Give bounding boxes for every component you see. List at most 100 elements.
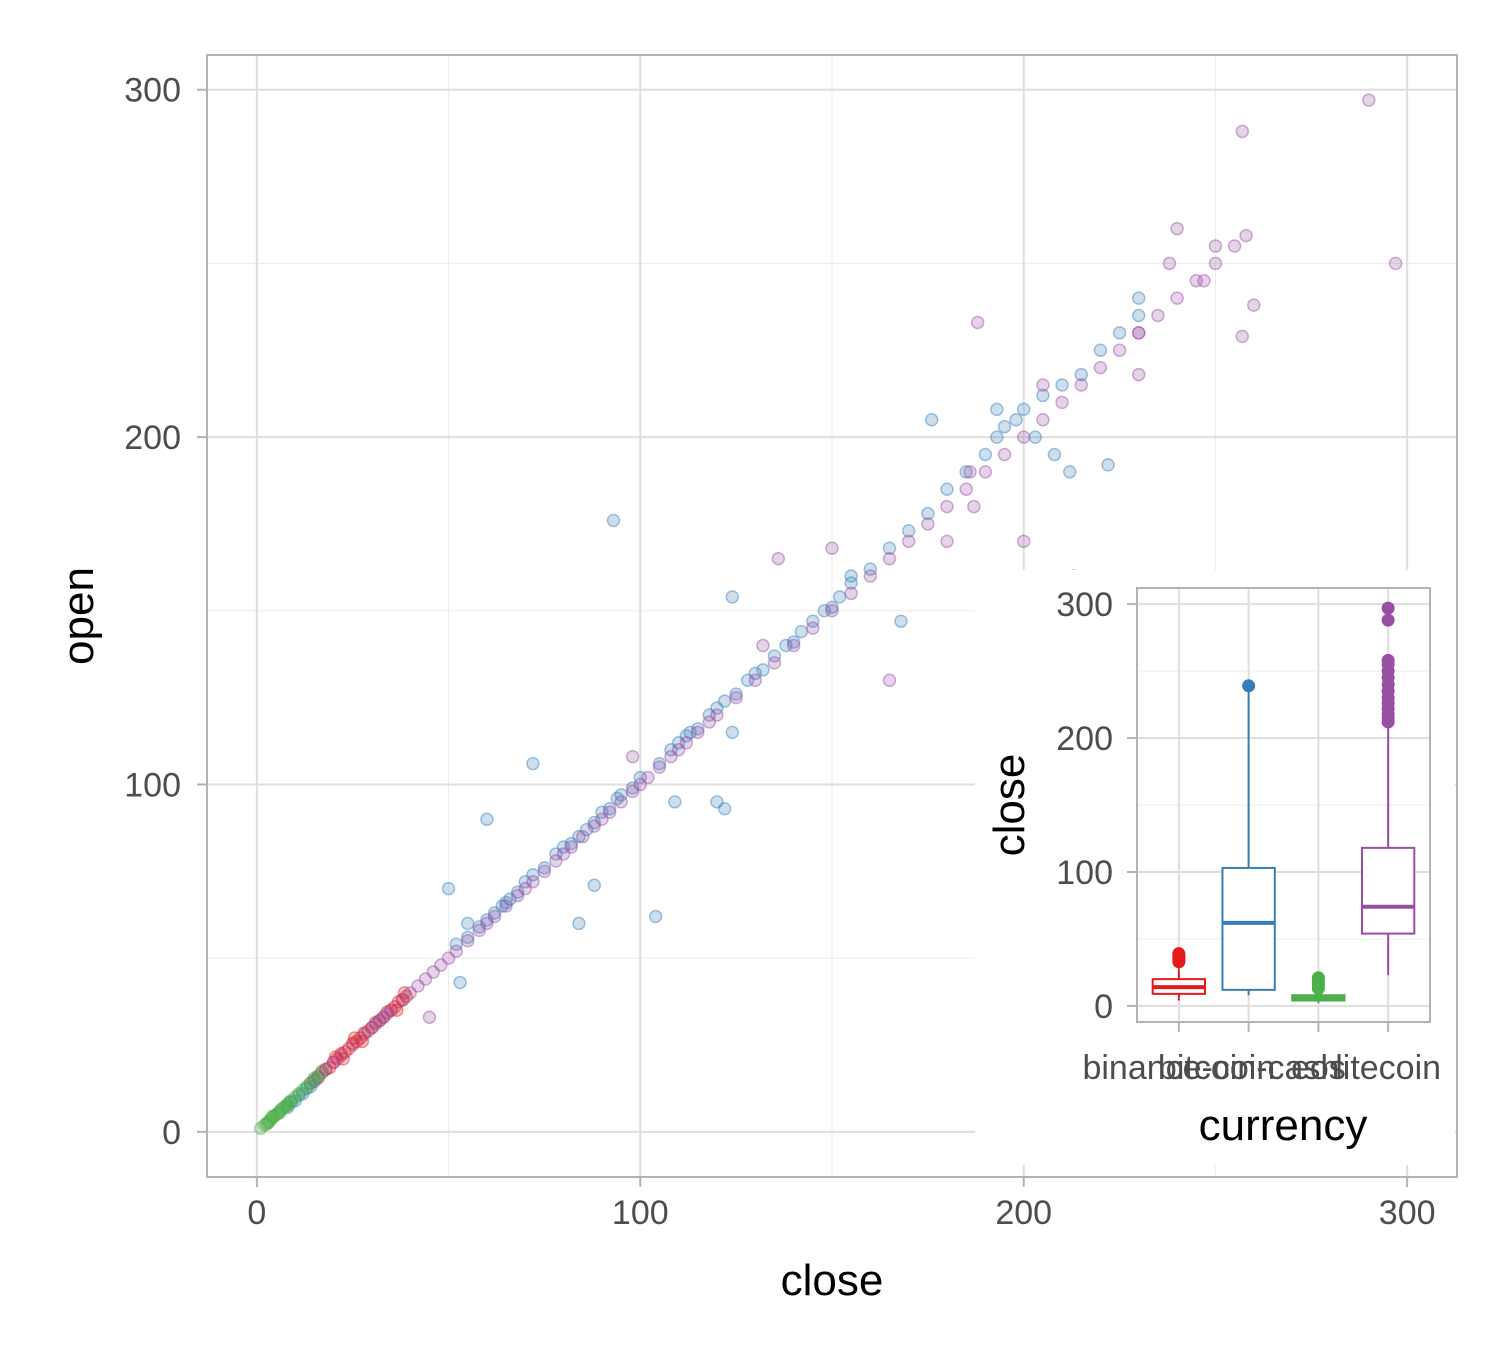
scatter-point	[1239, 228, 1253, 243]
scatter-point	[664, 742, 678, 757]
scatter-point	[288, 1093, 302, 1108]
main-points	[253, 93, 1403, 1136]
scatter-point	[480, 812, 494, 826]
scatter-point	[259, 1117, 274, 1131]
scatter-point	[1189, 274, 1204, 288]
scatter-point	[311, 1069, 325, 1084]
scatter-point	[1016, 430, 1031, 444]
scatter-point	[756, 663, 770, 677]
scatter-point	[572, 916, 586, 931]
scatter-point	[978, 447, 993, 462]
scatter-point	[487, 909, 502, 924]
scatter-point	[997, 419, 1012, 434]
scatter-point	[441, 881, 456, 896]
scatter-point	[652, 756, 667, 771]
scatter-point	[894, 614, 908, 628]
scatter-point	[710, 708, 724, 722]
scatter-point	[480, 913, 494, 927]
scatter-point	[614, 788, 628, 802]
scatter-point	[683, 725, 697, 740]
scatter-point	[1388, 256, 1403, 271]
scatter-point	[311, 1069, 325, 1084]
scatter-point	[725, 725, 740, 740]
scatter-point	[368, 1015, 383, 1030]
scatter-point	[779, 638, 793, 653]
scatter-point	[397, 986, 412, 1000]
scatter-point	[353, 1031, 368, 1045]
scatter-point	[347, 1031, 362, 1045]
scatter-point	[587, 819, 602, 833]
scatter-point	[748, 673, 763, 688]
scatter-point	[1028, 430, 1042, 444]
scatter-point	[825, 541, 839, 556]
scatter-point	[901, 534, 916, 549]
scatter-point	[1162, 256, 1177, 271]
scatter-point	[1131, 326, 1146, 340]
scatter-point	[299, 1079, 314, 1094]
scatter-point	[487, 906, 502, 920]
box-outlier	[1172, 947, 1186, 961]
scatter-point	[924, 412, 939, 427]
scatter-point	[1074, 378, 1088, 392]
scatter-point	[844, 569, 858, 583]
scatter-point	[579, 822, 594, 837]
scatter-point	[303, 1076, 318, 1090]
scatter-point	[368, 1017, 383, 1031]
box-outlier	[1242, 679, 1256, 693]
scatter-point	[1131, 367, 1146, 382]
scatter-point	[336, 1052, 350, 1066]
scatter-point	[453, 975, 467, 990]
scatter-point	[303, 1079, 318, 1094]
scatter-point	[970, 315, 985, 330]
scatter-point	[1047, 447, 1062, 462]
scatter-point	[315, 1064, 329, 1078]
box-outlier	[1381, 613, 1395, 627]
scatter-point	[334, 1046, 348, 1061]
scatter-point	[786, 635, 801, 649]
boxplot-litecoin	[1360, 601, 1416, 976]
scatter-point	[307, 1072, 322, 1087]
scatter-point	[564, 840, 579, 854]
scatter-point	[480, 916, 494, 931]
scatter-point	[278, 1099, 293, 1113]
scatter-point	[610, 791, 625, 806]
scatter-point	[282, 1095, 297, 1109]
scatter-point	[1197, 274, 1211, 288]
scatter-point	[271, 1107, 285, 1121]
inset-y-tick-label: 300	[1056, 586, 1113, 624]
scatter-point	[606, 513, 621, 528]
scatter-point	[679, 729, 694, 743]
scatter-point	[1062, 465, 1077, 479]
scatter-point	[273, 1105, 287, 1120]
scatter-point	[503, 892, 517, 906]
main-y-axis: 0 100 200 300	[124, 72, 207, 1152]
scatter-point	[817, 604, 832, 618]
scatter-point	[449, 944, 463, 958]
inset-y-tick-label: 0	[1094, 988, 1113, 1026]
x-tick-label: 300	[1379, 1194, 1436, 1232]
inset-x-tick-label: bitcoin-cash	[1158, 1049, 1339, 1087]
scatter-point	[959, 482, 973, 496]
scatter-point	[882, 541, 897, 556]
scatter-point	[691, 722, 705, 736]
scatter-point	[280, 1097, 295, 1111]
boxplot-bitcoin-cash	[1221, 679, 1276, 996]
scatter-point	[786, 638, 801, 653]
scatter-point	[296, 1083, 310, 1097]
scatter-point	[844, 576, 858, 590]
scatter-point	[537, 861, 552, 875]
scatter-point	[767, 656, 782, 670]
scatter-point	[322, 1060, 337, 1075]
scatter-point	[1036, 412, 1050, 427]
scatter-point	[319, 1062, 333, 1077]
scatter-point	[284, 1093, 299, 1108]
scatter-point	[595, 805, 609, 820]
scatter-point	[595, 812, 609, 826]
scatter-point	[361, 1024, 375, 1038]
scatter-point	[756, 638, 770, 653]
scatter-point	[679, 736, 694, 750]
y-tick-label: 200	[124, 419, 181, 457]
scatter-point	[376, 1010, 391, 1024]
inset-x-axis-title: currency	[1199, 1101, 1368, 1150]
